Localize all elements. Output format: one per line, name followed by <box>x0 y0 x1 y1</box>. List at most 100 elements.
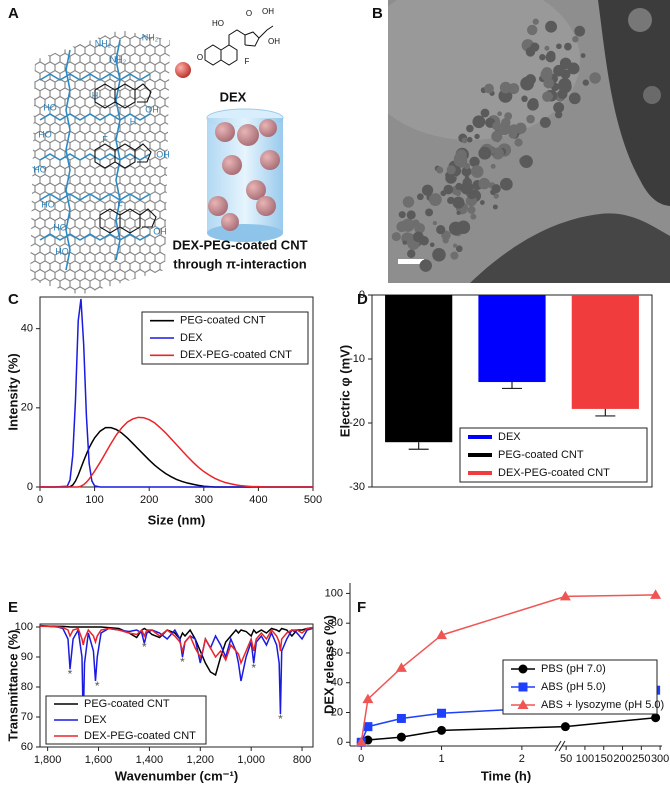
particle <box>546 50 556 60</box>
y-tick-label: 20 <box>331 706 343 718</box>
y-tick-label: 60 <box>21 741 33 753</box>
annotation: * <box>68 667 73 681</box>
x-tick-label: 0 <box>37 494 43 506</box>
particle <box>406 210 416 220</box>
particle <box>436 225 446 235</box>
y-axis-label: DEX release (%) <box>321 615 336 714</box>
series-line <box>40 298 313 488</box>
particle <box>500 177 513 191</box>
error-bar <box>502 382 522 390</box>
y-tick-label: 90 <box>21 651 33 663</box>
particle <box>567 62 580 75</box>
particle <box>554 111 563 119</box>
structure-label: O <box>197 53 203 62</box>
x-axis-label: Size (nm) <box>148 512 206 527</box>
marker <box>518 664 528 674</box>
y-tick-label: 40 <box>331 677 343 689</box>
particle <box>526 114 535 124</box>
x-tick-label: 1,000 <box>237 754 265 766</box>
marker <box>560 722 570 732</box>
particle <box>391 232 401 242</box>
series-line <box>40 625 313 677</box>
particle <box>556 43 562 50</box>
particle <box>589 72 601 84</box>
structure-label: OH <box>153 226 167 236</box>
x-tick-label: 500 <box>304 494 322 506</box>
x-tick-label: 200 <box>140 494 158 506</box>
particle <box>419 259 432 272</box>
particle <box>490 163 496 169</box>
annotation: * <box>251 661 256 675</box>
structure-label: H <box>92 90 99 100</box>
particle <box>558 79 572 94</box>
bar <box>571 295 639 409</box>
particle <box>398 211 406 219</box>
x-axis-label: Time (h) <box>481 768 531 783</box>
y-tick-label: -30 <box>349 481 365 493</box>
panel-label: B <box>372 5 383 22</box>
particle <box>525 74 536 85</box>
annotation: * <box>278 712 283 726</box>
panel-label: F <box>357 599 366 616</box>
particle <box>478 177 491 190</box>
particle <box>429 242 435 248</box>
legend-label: DEX-PEG-coated CNT <box>84 730 196 742</box>
marker <box>362 693 374 704</box>
series-line <box>40 426 313 488</box>
legend-label: PEG-coated CNT <box>84 698 170 710</box>
bar <box>385 295 453 443</box>
structure-label: NH₂ <box>142 32 159 42</box>
marker <box>437 708 447 718</box>
x-tick-label: 300 <box>195 494 213 506</box>
structure-label: O <box>246 9 252 18</box>
particle <box>479 200 485 205</box>
x-tick-label: 2 <box>519 753 525 765</box>
structure-label: HO <box>41 199 55 209</box>
x-tick-label: 50 <box>560 753 572 765</box>
particle <box>452 196 465 209</box>
y-tick-label: 0 <box>27 481 33 493</box>
particle <box>519 155 533 168</box>
particle <box>490 147 497 154</box>
particle <box>540 68 553 81</box>
y-tick-label: 100 <box>325 587 343 599</box>
marker <box>518 682 528 692</box>
structure-label: OH <box>268 37 280 46</box>
particle <box>466 124 474 133</box>
structure-label: HO <box>53 222 67 232</box>
particle <box>412 219 420 227</box>
particle <box>493 193 499 199</box>
particle <box>491 130 503 142</box>
x-tick-label: 800 <box>293 754 311 766</box>
legend-label: DEX <box>180 332 203 344</box>
panel-label: C <box>8 291 19 308</box>
tem-image <box>388 0 670 283</box>
particle <box>508 129 518 139</box>
legend-label: DEX-PEG-coated CNT <box>498 467 610 479</box>
bar <box>478 295 546 383</box>
y-tick-label: -20 <box>349 417 365 429</box>
particle <box>504 112 513 121</box>
particle <box>407 249 416 258</box>
particle <box>467 206 476 214</box>
particle <box>497 121 512 136</box>
particle <box>454 154 468 168</box>
marker <box>650 589 662 599</box>
particle <box>525 47 536 57</box>
x-tick-label: 300 <box>651 753 669 765</box>
particle <box>539 117 551 128</box>
series-line <box>40 416 313 488</box>
particle <box>514 138 523 147</box>
structure-label: OH <box>262 7 274 16</box>
y-tick-label: 80 <box>21 681 33 693</box>
structure-label: F <box>102 134 108 144</box>
particle <box>480 108 490 118</box>
legend-label: PEG-coated CNT <box>180 315 266 327</box>
structure-label: OH <box>145 104 159 114</box>
particle <box>544 45 550 51</box>
caption: DEX-PEG-coated CNT <box>172 237 307 252</box>
marker <box>396 732 406 742</box>
annotation: * <box>180 655 185 669</box>
particle <box>527 24 538 36</box>
